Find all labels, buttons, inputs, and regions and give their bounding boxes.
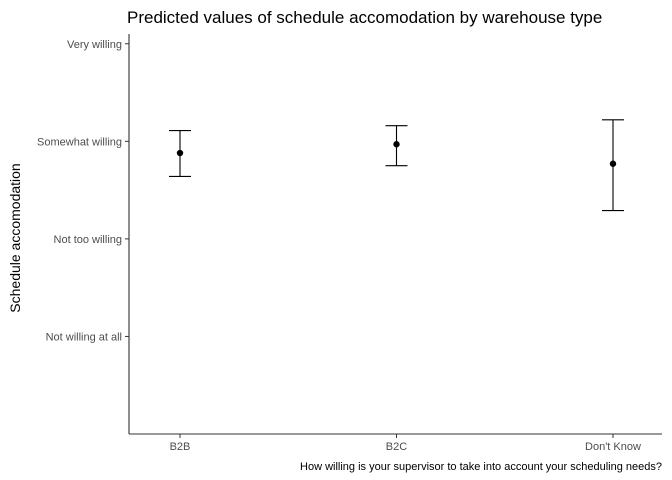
point-marker (609, 160, 617, 167)
error-bar-point (385, 125, 408, 167)
point-marker (176, 149, 184, 157)
y-tick-label: Not too willing (54, 234, 122, 246)
y-tick-label: Very willing (67, 39, 122, 51)
y-axis-title: Schedule accomodation (7, 163, 23, 312)
data-marks (169, 119, 624, 212)
x-tick-label: B2B (170, 441, 191, 453)
y-tick-label: Not willing at all (46, 331, 122, 343)
error-bar-point (169, 130, 191, 177)
x-tick-label: B2C (386, 441, 407, 453)
x-axis-title: How willing is your supervisor to take i… (300, 461, 662, 473)
x-axis: B2B B2C Don't Know (129, 433, 662, 453)
y-tick-label: Somewhat willing (37, 136, 122, 148)
chart-title: Predicted values of schedule accomodatio… (127, 8, 602, 27)
point-marker (393, 141, 400, 148)
y-axis: Not willing at all Not too willing Somewha… (37, 34, 130, 434)
error-bar-point (602, 119, 624, 212)
x-tick-label: Don't Know (585, 441, 641, 453)
